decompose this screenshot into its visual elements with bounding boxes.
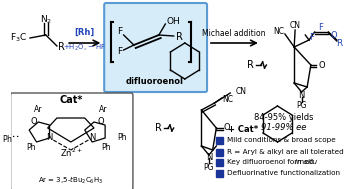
Bar bbox=[216, 149, 223, 156]
Text: 91-99% ee: 91-99% ee bbox=[261, 123, 307, 132]
Text: in situ: in situ bbox=[295, 159, 318, 165]
Text: $\mathsf{N_2}$: $\mathsf{N_2}$ bbox=[40, 14, 52, 26]
Text: F: F bbox=[117, 47, 122, 57]
Text: PG: PG bbox=[296, 101, 307, 109]
Bar bbox=[216, 159, 223, 166]
Text: N: N bbox=[298, 91, 305, 99]
Text: Key difluoroenol formed: Key difluoroenol formed bbox=[227, 159, 315, 165]
Text: O: O bbox=[30, 118, 37, 126]
Text: O: O bbox=[97, 118, 104, 126]
Text: Ph: Ph bbox=[101, 143, 111, 153]
Text: [Rh]: [Rh] bbox=[75, 28, 95, 36]
Text: Michael addition: Michael addition bbox=[202, 29, 266, 37]
Text: R: R bbox=[155, 123, 162, 133]
Text: NC: NC bbox=[273, 28, 284, 36]
Text: $\mathsf{+H_2O, -HF}$: $\mathsf{+H_2O, -HF}$ bbox=[63, 43, 106, 53]
FancyBboxPatch shape bbox=[104, 3, 207, 92]
Text: O: O bbox=[224, 123, 231, 132]
Text: 84-95% yields: 84-95% yields bbox=[254, 114, 314, 122]
Text: O: O bbox=[330, 30, 337, 40]
Text: Ar: Ar bbox=[99, 105, 107, 115]
Text: Zn$^{2+}$: Zn$^{2+}$ bbox=[60, 147, 82, 159]
Text: R = Aryl & alkyl are all tolerated: R = Aryl & alkyl are all tolerated bbox=[227, 149, 343, 155]
Text: NC: NC bbox=[222, 95, 233, 105]
Bar bbox=[216, 136, 223, 143]
Text: CN: CN bbox=[290, 20, 301, 29]
Text: F: F bbox=[117, 28, 122, 36]
Text: R: R bbox=[176, 32, 183, 42]
Text: Ar: Ar bbox=[34, 105, 42, 115]
Text: Ph$^{\bullet\bullet}$: Ph$^{\bullet\bullet}$ bbox=[1, 132, 20, 143]
Text: Ph: Ph bbox=[26, 143, 36, 153]
Text: R: R bbox=[337, 39, 343, 47]
Text: Mild conditions & broad scope: Mild conditions & broad scope bbox=[227, 137, 335, 143]
Text: F: F bbox=[309, 33, 314, 43]
Text: CN: CN bbox=[236, 88, 247, 97]
Text: F: F bbox=[319, 23, 323, 33]
Text: N: N bbox=[206, 153, 212, 163]
Text: + Cat*: + Cat* bbox=[228, 125, 258, 135]
Text: O: O bbox=[318, 60, 325, 70]
Text: Defluorinative functionalization: Defluorinative functionalization bbox=[227, 170, 339, 176]
Text: difluoroenol: difluoroenol bbox=[125, 77, 183, 87]
Text: R: R bbox=[58, 42, 65, 52]
Text: Cat*: Cat* bbox=[59, 95, 82, 105]
FancyBboxPatch shape bbox=[11, 93, 133, 189]
Text: $\mathsf{F_3C}$: $\mathsf{F_3C}$ bbox=[10, 32, 27, 44]
Text: PG: PG bbox=[204, 163, 214, 173]
Text: Ar = 3,5-$t$Bu$_2$C$_6$H$_3$: Ar = 3,5-$t$Bu$_2$C$_6$H$_3$ bbox=[38, 174, 103, 186]
Text: N: N bbox=[89, 132, 95, 142]
Text: Ph: Ph bbox=[117, 133, 127, 143]
Text: R: R bbox=[248, 60, 254, 70]
Bar bbox=[216, 170, 223, 177]
Text: OH: OH bbox=[166, 18, 180, 26]
Text: N: N bbox=[46, 132, 53, 142]
